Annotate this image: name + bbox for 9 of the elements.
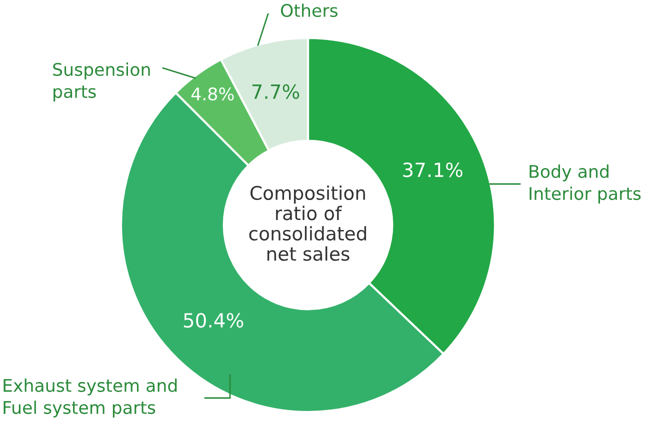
slice-label: Body and Interior parts	[530, 164, 641, 204]
data-label: 7.7%	[252, 84, 300, 100]
slice-label: Exhaust system and Fuel system parts	[4, 378, 177, 418]
text: Composition ratio of consolidated net sales	[249, 186, 366, 261]
data-label: 37.1%	[403, 162, 462, 178]
data-label: 4.8%	[191, 87, 234, 101]
slice-label: Others	[280, 4, 338, 18]
slice-label: Suspension parts	[53, 62, 150, 102]
data-label: 50.4%	[184, 312, 244, 328]
